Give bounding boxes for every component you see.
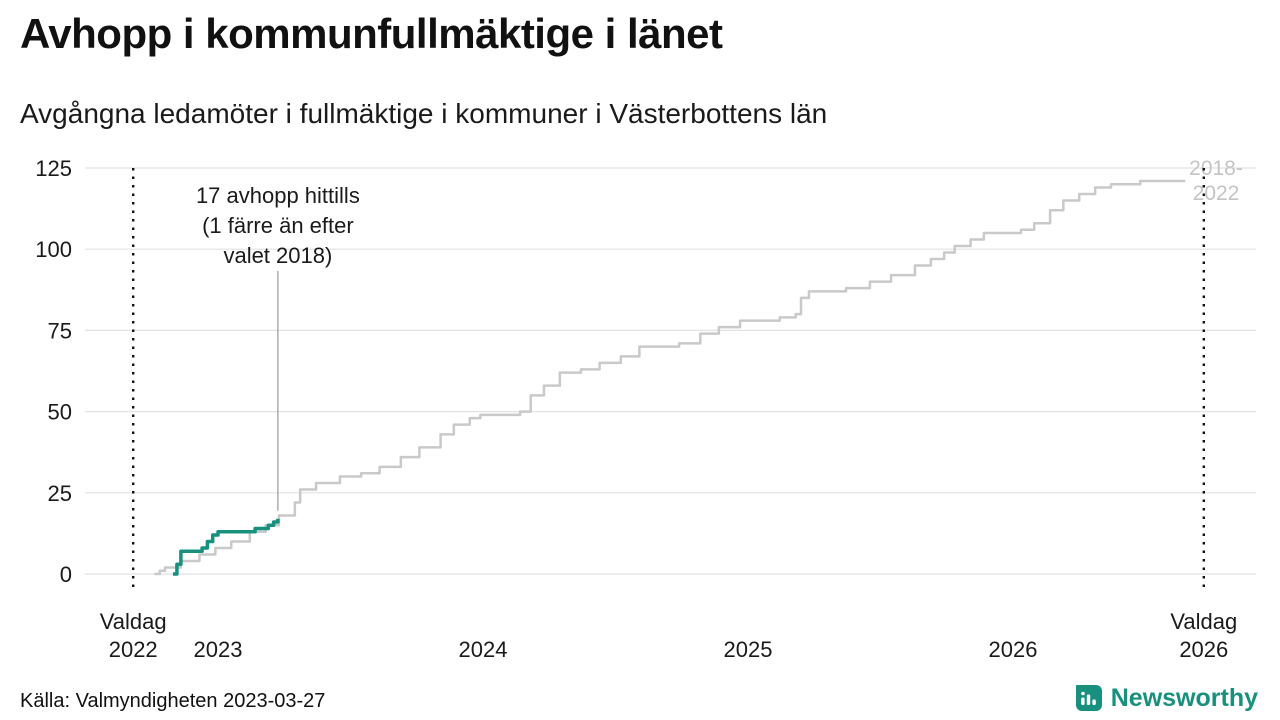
annotation-text: 17 avhopp hittills (196, 183, 360, 208)
newsworthy-bars-icon (1075, 685, 1102, 711)
y-tick-label: 75 (48, 318, 72, 343)
y-tick-label: 125 (35, 156, 72, 181)
election-day-label: 2026 (1179, 637, 1228, 662)
election-day-label: Valdag (100, 609, 167, 634)
y-tick-label: 25 (48, 481, 72, 506)
election-day-label: 2022 (109, 637, 158, 662)
x-tick-label: 2026 (989, 637, 1038, 662)
y-tick-label: 100 (35, 237, 72, 262)
y-tick-label: 0 (60, 562, 72, 587)
annotation-text: (1 färre än efter (202, 213, 354, 238)
y-tick-label: 50 (48, 400, 72, 425)
series-line-previous-term (154, 179, 1186, 576)
newsworthy-wordmark: Newsworthy (1110, 684, 1258, 712)
newsworthy-logo: Newsworthy (1074, 684, 1258, 713)
election-day-label: Valdag (1170, 609, 1237, 634)
source-caption: Källa: Valmyndigheten 2023-03-27 (20, 690, 326, 712)
x-tick-label: 2023 (194, 637, 243, 662)
annotation-text: valet 2018) (223, 243, 332, 268)
x-tick-label: 2025 (724, 637, 773, 662)
series-line-current-term (172, 518, 280, 576)
x-tick-label: 2024 (459, 637, 508, 662)
series-label-2018-2022: 2022 (1193, 182, 1240, 205)
series-label-2018-2022: 2018- (1189, 157, 1243, 180)
chart-subtitle: Avgångna ledamöter i fullmäktige i kommu… (20, 98, 828, 129)
chart-title: Avhopp i kommunfullmäktige i länet (20, 10, 723, 57)
